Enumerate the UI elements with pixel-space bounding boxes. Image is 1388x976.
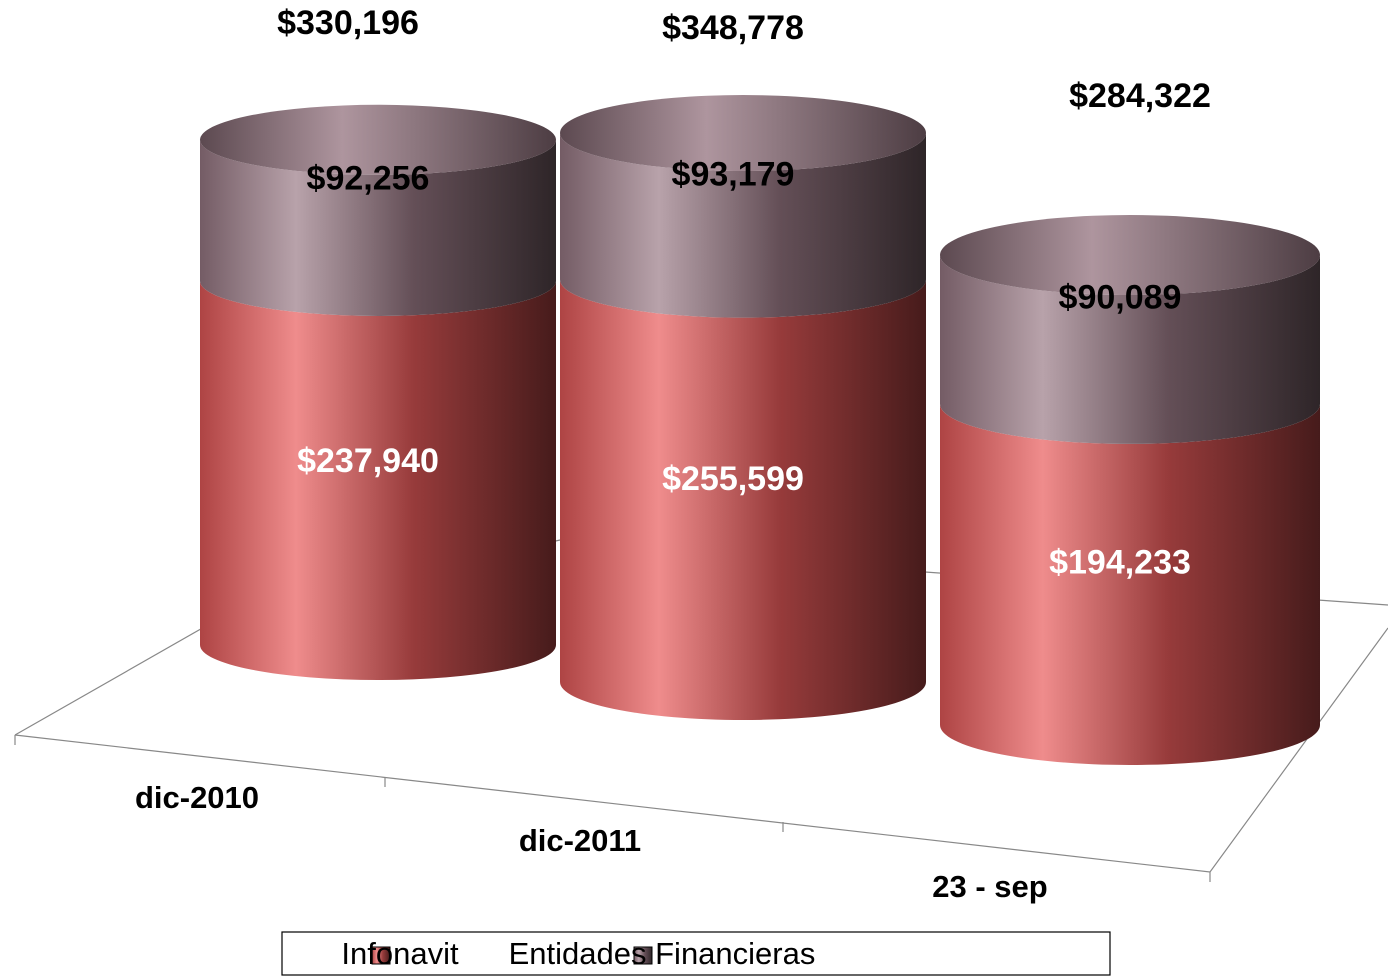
cylinder-segment xyxy=(560,133,926,318)
legend-swatch xyxy=(371,946,391,965)
data-label: $93,179 xyxy=(672,155,795,193)
data-label: $194,233 xyxy=(1049,543,1191,581)
x-tick-label: 23 - sep xyxy=(932,869,1047,904)
cylinder-segment xyxy=(940,255,1320,444)
legend-box xyxy=(281,931,1111,976)
data-label: $90,089 xyxy=(1059,278,1182,316)
total-label: $330,196 xyxy=(277,4,419,42)
cylinder-segment xyxy=(560,279,926,720)
legend-swatch xyxy=(633,946,653,965)
cylinder-segment xyxy=(940,403,1320,765)
cylinder-segment xyxy=(200,280,556,680)
plot: dic-2010 $237,940 $92,256 $330,196 dic-2011 $… xyxy=(135,4,1320,904)
legend: Infonavit Entidades Financieras xyxy=(341,936,815,971)
cylinder-segment xyxy=(200,139,556,316)
cylinder-top xyxy=(200,104,556,175)
legend-label: Infonavit xyxy=(341,936,459,971)
legend-label: Entidades Financieras xyxy=(509,936,816,971)
floor-edge xyxy=(14,617,221,736)
data-label: $255,599 xyxy=(662,460,804,498)
data-label: $237,940 xyxy=(297,442,439,480)
x-tick-label: dic-2010 xyxy=(135,780,259,815)
cylinder-top xyxy=(560,95,926,172)
data-label: $92,256 xyxy=(307,159,430,197)
total-label: $348,778 xyxy=(662,9,804,47)
total-label: $284,322 xyxy=(1069,77,1211,115)
cylinder-top xyxy=(940,215,1320,296)
x-tick-label: dic-2011 xyxy=(519,823,641,858)
